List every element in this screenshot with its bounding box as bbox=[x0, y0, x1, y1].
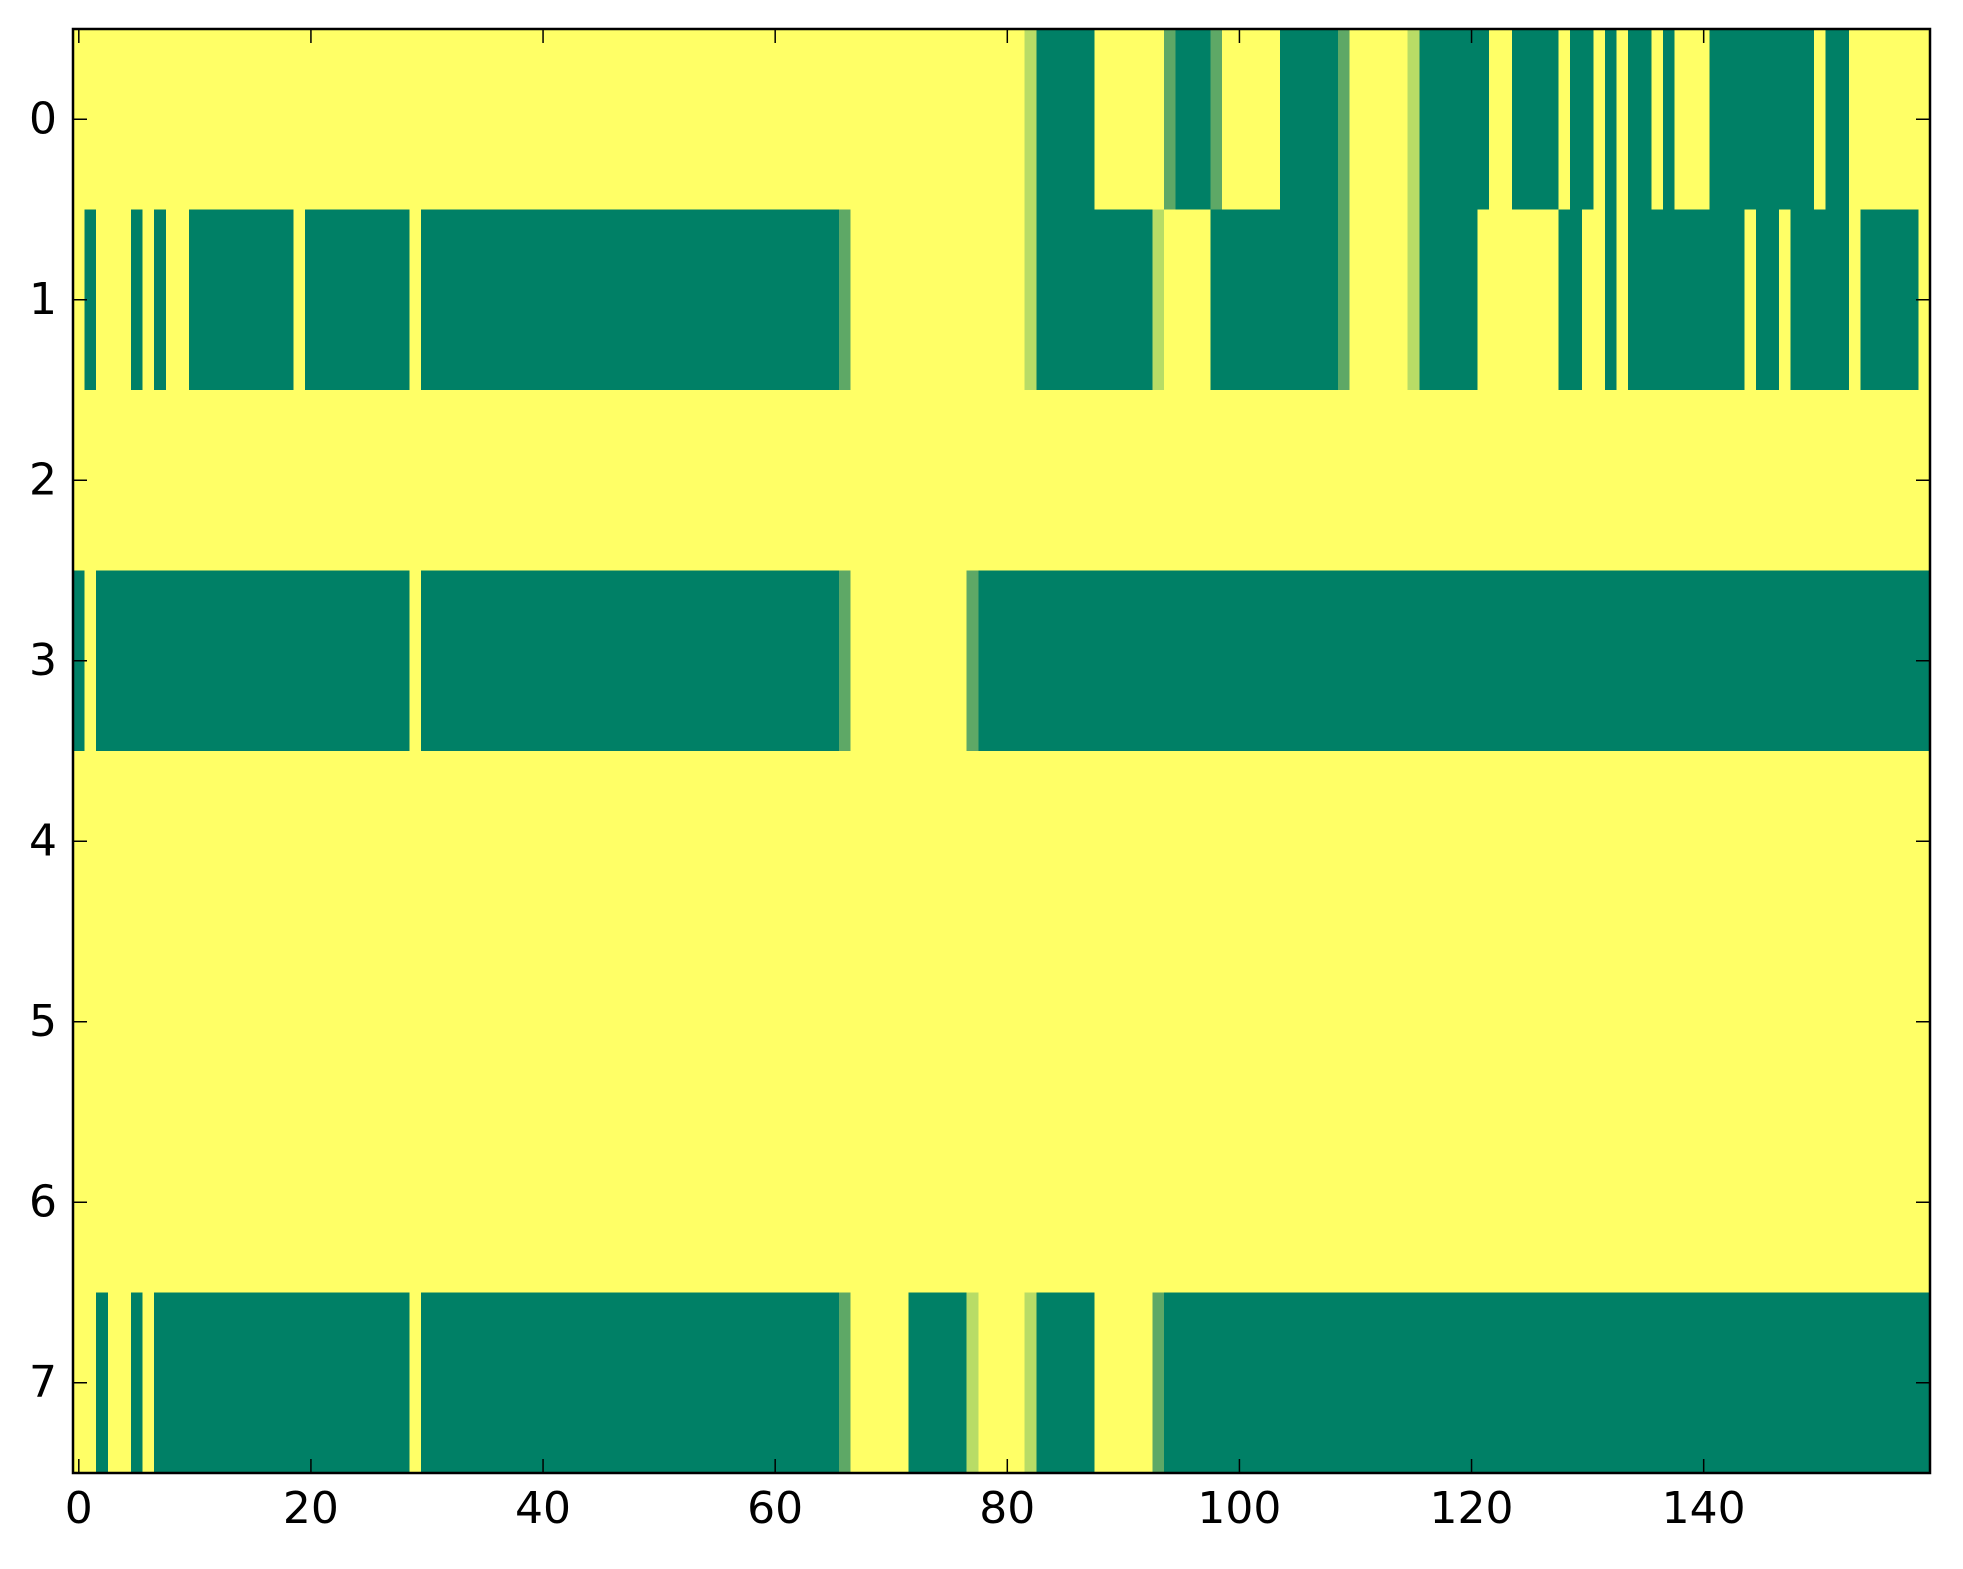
heatmap-cell-run bbox=[154, 1292, 410, 1473]
heatmap-cell-run bbox=[1210, 209, 1339, 390]
heatmap-cell-edge bbox=[1024, 1292, 1037, 1473]
heatmap-cell-run bbox=[1790, 209, 1849, 390]
heatmap-cell-edge bbox=[966, 570, 979, 751]
heatmap-cell-run bbox=[1663, 29, 1675, 210]
x-tick-label: 100 bbox=[1197, 1483, 1281, 1534]
heatmap-cell-run bbox=[131, 209, 143, 390]
x-tick-label: 120 bbox=[1430, 1483, 1514, 1534]
y-tick-label: 1 bbox=[29, 274, 57, 325]
heatmap-cell-edge bbox=[1152, 209, 1164, 390]
heatmap-cell-run bbox=[154, 209, 166, 390]
x-tick-label: 0 bbox=[65, 1483, 93, 1534]
x-tick-label: 20 bbox=[283, 1483, 339, 1534]
heatmap-cell-run bbox=[96, 1292, 108, 1473]
heatmap-cell-edge bbox=[1163, 29, 1176, 210]
heatmap-cell-run bbox=[1628, 29, 1652, 210]
heatmap-cell-run bbox=[1628, 209, 1745, 390]
y-tick-label: 2 bbox=[29, 454, 57, 505]
heatmap-cell-edge bbox=[1024, 29, 1037, 210]
x-tick-label: 140 bbox=[1662, 1483, 1746, 1534]
heatmap-cell-run bbox=[1280, 29, 1339, 210]
heatmap-cell-run bbox=[1024, 209, 1153, 390]
heatmap-cell-run bbox=[1755, 209, 1780, 390]
heatmap-cell-edge bbox=[1407, 209, 1420, 390]
x-tick-label: 40 bbox=[515, 1483, 571, 1534]
heatmap-cell-run bbox=[421, 1292, 851, 1473]
heatmap-cell-edge bbox=[1338, 29, 1350, 210]
heatmap-cell-run bbox=[84, 209, 97, 390]
heatmap-cell-edge bbox=[1210, 29, 1223, 210]
heatmap-cell-run bbox=[421, 209, 851, 390]
heatmap-cell-edge bbox=[1024, 209, 1037, 390]
heatmap-cell-edge bbox=[839, 1292, 851, 1473]
tick-labels: 0 20 40 60 80 100 120 140 0 1 2 3 4 5 6 7 bbox=[29, 93, 1746, 1534]
y-tick-label: 0 bbox=[29, 93, 57, 144]
heatmap-cell-run bbox=[966, 570, 1930, 751]
heatmap-cell-run bbox=[1407, 29, 1489, 210]
heatmap-cell-edge bbox=[839, 570, 851, 751]
heatmap-cell-run bbox=[1605, 209, 1617, 390]
heatmap-cell-run bbox=[1152, 1292, 1930, 1473]
axis-ticks bbox=[73, 29, 1930, 1473]
heatmap-cell-run bbox=[1825, 29, 1849, 210]
heatmap-cell-run bbox=[1558, 209, 1582, 390]
heatmap-cell-run bbox=[1512, 29, 1559, 210]
y-tick-label: 3 bbox=[29, 635, 57, 686]
heatmap-cell-run bbox=[189, 209, 294, 390]
y-tick-label: 4 bbox=[29, 815, 57, 866]
y-tick-label: 7 bbox=[29, 1357, 57, 1408]
heatmap-cell-run bbox=[421, 570, 851, 751]
heatmap-cell-run bbox=[305, 209, 410, 390]
y-tick-label: 5 bbox=[29, 996, 57, 1047]
heatmap-cell-run bbox=[96, 570, 410, 751]
heatmap-cell-edge bbox=[1407, 29, 1420, 210]
x-tick-label: 80 bbox=[979, 1483, 1035, 1534]
y-tick-label: 6 bbox=[29, 1176, 57, 1227]
heatmap-cell-run bbox=[1605, 29, 1617, 210]
x-tick-label: 60 bbox=[747, 1483, 803, 1534]
heatmap-cell-run bbox=[1570, 29, 1594, 210]
heatmap-cell-edge bbox=[966, 1292, 979, 1473]
heatmap-cells bbox=[73, 29, 1930, 1473]
heatmap-cell-edge bbox=[839, 209, 851, 390]
heatmap-cell-edge bbox=[1152, 1292, 1164, 1473]
heatmap-cell-edge bbox=[1338, 209, 1350, 390]
plot-frame bbox=[71, 27, 1932, 1475]
heatmap-cell-run bbox=[1860, 209, 1919, 390]
heatmap-cell-run bbox=[908, 1292, 967, 1473]
heatmap-cell-run bbox=[1709, 29, 1814, 210]
heatmap-cell-run bbox=[131, 1292, 143, 1473]
